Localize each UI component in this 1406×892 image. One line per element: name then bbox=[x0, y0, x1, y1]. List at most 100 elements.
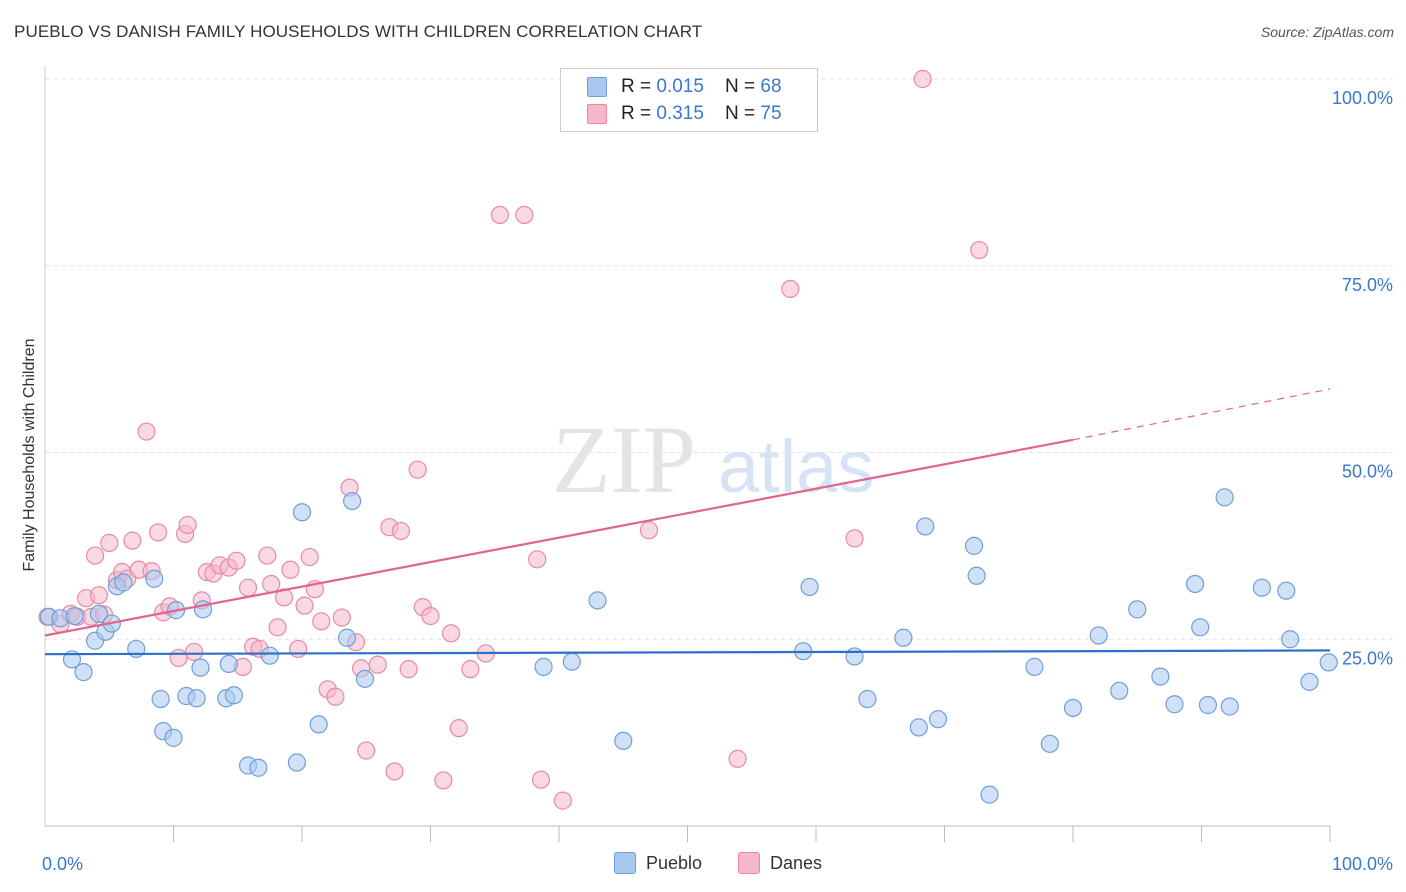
danes-point-31 bbox=[238, 578, 258, 597]
watermark: ZIP atlas bbox=[552, 406, 874, 513]
danes-point-72 bbox=[845, 529, 864, 548]
danes-point-6 bbox=[86, 546, 105, 565]
danes-point-41 bbox=[300, 547, 319, 567]
legend-n-value-danes: 75 bbox=[760, 103, 782, 124]
pueblo-point-6 bbox=[89, 604, 109, 623]
pueblo-point-31 bbox=[343, 491, 362, 511]
x-tick-label-1: 100.0% bbox=[1332, 854, 1393, 874]
legend-label-danes: Danes bbox=[770, 852, 823, 873]
danes-point-61 bbox=[449, 719, 468, 738]
watermark-zip: ZIP bbox=[552, 406, 696, 513]
pueblo-point-32 bbox=[355, 669, 375, 688]
pueblo-point-36 bbox=[614, 731, 633, 750]
legend-r-value-pueblo: 0.015 bbox=[656, 76, 704, 97]
danes-point-36 bbox=[268, 618, 287, 637]
pueblo-point-43 bbox=[916, 517, 935, 536]
legend-swatch-pueblo bbox=[587, 77, 607, 97]
danes-point-69 bbox=[639, 521, 659, 540]
danes-point-38 bbox=[281, 560, 300, 579]
danes-point-71 bbox=[781, 279, 800, 299]
legend-key-danes bbox=[738, 852, 760, 874]
legend-n-label-pueblo: N = bbox=[725, 76, 761, 97]
y-tick-label-2: 75.0% bbox=[1342, 275, 1393, 295]
pueblo-point-37 bbox=[800, 577, 819, 597]
danes-point-29 bbox=[227, 551, 246, 570]
pueblo-point-49 bbox=[1040, 734, 1059, 753]
pueblo-point-63 bbox=[1281, 630, 1300, 649]
danes-point-54 bbox=[391, 521, 411, 541]
danes-point-55 bbox=[399, 660, 418, 679]
pueblo-trend-line bbox=[44, 649, 1331, 656]
legend-swatch-danes bbox=[587, 104, 607, 124]
pueblo-point-10 bbox=[114, 573, 133, 592]
pueblo-point-41 bbox=[894, 628, 913, 647]
legend-item-pueblo: Pueblo bbox=[614, 852, 702, 874]
y-tick-label-3: 100.0% bbox=[1332, 88, 1393, 108]
tick-labels: 25.0% 50.0% 75.0% 100.0% 0.0% 100.0% bbox=[42, 88, 1393, 874]
legend-text-danes: R = 0.315 N = 75 bbox=[621, 103, 782, 125]
pueblo-point-45 bbox=[964, 536, 984, 555]
danes-point-22 bbox=[178, 515, 197, 535]
danes-point-9 bbox=[100, 533, 119, 552]
source-label: Source: ZipAtlas.com bbox=[1260, 24, 1394, 40]
y-tick-label-1: 50.0% bbox=[1342, 462, 1393, 482]
danes-point-17 bbox=[148, 523, 168, 542]
trend-lines bbox=[44, 388, 1331, 656]
legend-r-label-pueblo: R = bbox=[621, 76, 657, 97]
danes-point-62 bbox=[461, 660, 480, 679]
pueblo-point-39 bbox=[845, 647, 864, 666]
x-tick-label-0: 0.0% bbox=[42, 854, 83, 874]
danes-trend-extension bbox=[1072, 388, 1331, 441]
legend-r-value-danes: 0.315 bbox=[656, 103, 704, 124]
danes-point-50 bbox=[357, 741, 376, 760]
danes-point-56 bbox=[408, 460, 427, 479]
pueblo-point-19 bbox=[191, 658, 210, 677]
pueblo-point-40 bbox=[858, 689, 877, 709]
pueblo-point-15 bbox=[164, 728, 183, 747]
legend-label-pueblo: Pueblo bbox=[646, 852, 703, 873]
pueblo-point-52 bbox=[1110, 681, 1129, 700]
danes-point-51 bbox=[368, 655, 387, 674]
pueblo-point-35 bbox=[588, 591, 607, 610]
danes-point-46 bbox=[332, 608, 351, 627]
pueblo-point-25 bbox=[249, 758, 268, 777]
grid-lines bbox=[45, 78, 1394, 640]
pueblo-point-42 bbox=[909, 718, 928, 737]
danes-point-34 bbox=[258, 546, 277, 565]
danes-point-68 bbox=[553, 791, 572, 810]
pueblo-point-26 bbox=[260, 646, 279, 665]
pueblo-point-47 bbox=[980, 785, 999, 804]
pueblo-point-58 bbox=[1198, 695, 1218, 715]
danes-point-70 bbox=[728, 749, 747, 768]
pueblo-point-30 bbox=[337, 628, 357, 647]
pueblo-point-13 bbox=[151, 689, 170, 709]
pueblo-point-50 bbox=[1063, 698, 1083, 718]
danes-point-15 bbox=[137, 422, 156, 441]
pueblo-point-22 bbox=[219, 654, 238, 674]
pueblo-point-59 bbox=[1215, 488, 1234, 507]
danes-point-65 bbox=[515, 205, 534, 225]
legend-n-label-danes: N = bbox=[725, 103, 761, 124]
danes-point-13 bbox=[123, 531, 142, 550]
pueblo-point-34 bbox=[562, 652, 581, 671]
watermark-atlas: atlas bbox=[718, 425, 874, 508]
danes-point-67 bbox=[531, 770, 551, 789]
pueblo-point-48 bbox=[1025, 657, 1044, 676]
pueblo-point-55 bbox=[1165, 695, 1184, 714]
danes-point-40 bbox=[295, 596, 314, 615]
pueblo-point-56 bbox=[1185, 574, 1205, 594]
pueblo-point-53 bbox=[1128, 600, 1147, 619]
legend-row-danes: R = 0.315 N = 75 bbox=[587, 102, 782, 126]
legend-item-danes: Danes bbox=[738, 852, 822, 874]
danes-point-59 bbox=[434, 771, 453, 790]
danes-point-7 bbox=[89, 586, 109, 605]
series-legend: Pueblo Danes bbox=[0, 852, 1406, 878]
danes-point-20 bbox=[169, 648, 188, 668]
danes-point-66 bbox=[528, 550, 547, 569]
pueblo-point-57 bbox=[1191, 618, 1210, 637]
danes-point-73 bbox=[913, 69, 932, 89]
pueblo-point-61 bbox=[1252, 578, 1271, 597]
danes-point-64 bbox=[490, 205, 509, 225]
pueblo-point-64 bbox=[1300, 672, 1319, 691]
